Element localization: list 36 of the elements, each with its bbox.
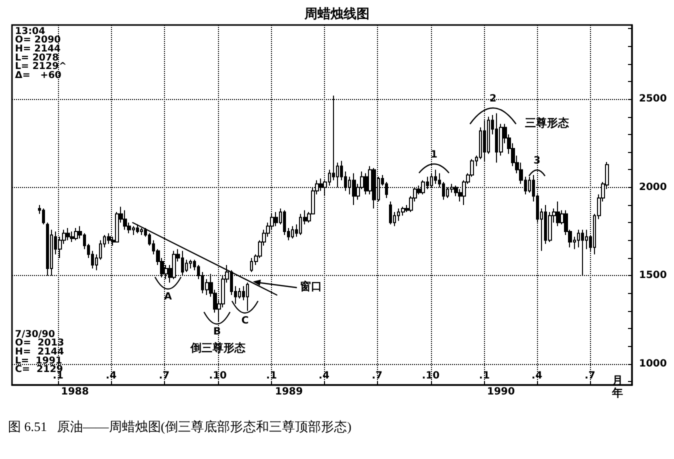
candlestick <box>556 200 560 227</box>
x-tick-label: .4 <box>106 370 117 382</box>
annotation: C <box>241 316 249 326</box>
candlestick <box>291 226 294 240</box>
candlestick <box>42 208 45 225</box>
x-tick-label: .10 <box>209 370 227 382</box>
candlestick <box>70 230 74 243</box>
caption: 图 6.51 原油——周蜡烛图(倒三尊底部形态和三尊顶部形态) <box>8 419 352 434</box>
candlestick <box>189 259 192 270</box>
candlestick <box>123 210 127 230</box>
annotation: A <box>164 292 172 302</box>
candlestick <box>389 200 392 225</box>
candlestick <box>66 227 70 241</box>
annotation: 1 <box>430 150 438 160</box>
y-tick-label: 1000 <box>639 358 667 370</box>
text: 1989 <box>275 386 303 398</box>
annotation: 13:04 O= 2090 H= 2144 L= 2078 L= 2129^ Δ= +60 <box>15 26 67 81</box>
candlestick <box>352 172 356 206</box>
candlestick <box>434 169 437 184</box>
y-tick-label: 2000 <box>639 182 667 193</box>
annotation: 三尊形态 <box>525 116 570 130</box>
candlestick <box>140 227 143 236</box>
text: 年 <box>611 386 623 400</box>
y-tick-label: 2500 <box>639 94 667 105</box>
candlestick <box>274 212 278 227</box>
x-tick-label: .4 <box>318 370 330 382</box>
x-tick-label: .4 <box>532 370 542 382</box>
candlestick <box>74 227 78 241</box>
annotation: 窗口 <box>300 280 322 294</box>
x-tick-label: .1 <box>479 370 490 382</box>
text: 1988 <box>61 386 89 398</box>
chart-title: 周蜡烛线图 <box>304 6 370 22</box>
x-tick-label: .1 <box>266 370 277 382</box>
y-tick-label: 1500 <box>639 270 667 282</box>
x-tick-label: .10 <box>422 370 440 382</box>
text: 1990 <box>487 386 515 398</box>
